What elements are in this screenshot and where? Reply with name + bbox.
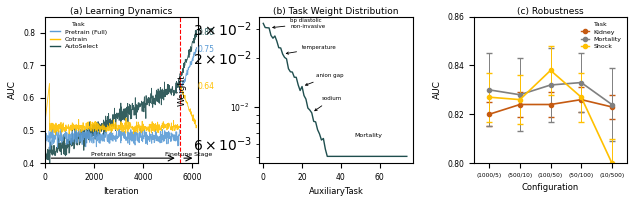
Legend: Kidney, Mortality, Shock: Kidney, Mortality, Shock <box>579 20 624 52</box>
Text: sodium: sodium <box>315 96 342 111</box>
X-axis label: Configuration: Configuration <box>522 183 579 192</box>
Title: (a) Learning Dynamics: (a) Learning Dynamics <box>70 7 173 16</box>
Y-axis label: AUC: AUC <box>8 80 17 99</box>
Text: Pretrain Stage: Pretrain Stage <box>91 152 136 157</box>
Y-axis label: AUC: AUC <box>433 80 442 99</box>
Text: 0.75: 0.75 <box>198 45 214 54</box>
Text: anion gap: anion gap <box>305 73 343 85</box>
Title: (c) Robustness: (c) Robustness <box>517 7 584 16</box>
Text: temperature: temperature <box>286 45 337 54</box>
Text: 0.80: 0.80 <box>198 28 214 37</box>
Text: 0.64: 0.64 <box>198 82 214 91</box>
Text: Mortality: Mortality <box>355 133 383 138</box>
Text: Finetune Stage: Finetune Stage <box>164 152 212 157</box>
Legend: Pretrain (Full), Cotrain, AutoSelect: Pretrain (Full), Cotrain, AutoSelect <box>48 20 109 52</box>
Y-axis label: Weight: Weight <box>178 74 187 106</box>
Text: bp diastolic
non-invasive: bp diastolic non-invasive <box>273 18 326 29</box>
X-axis label: Iteration: Iteration <box>104 187 140 196</box>
Title: (b) Task Weight Distribution: (b) Task Weight Distribution <box>273 7 399 16</box>
X-axis label: AuxiliaryTask: AuxiliaryTask <box>308 187 364 196</box>
